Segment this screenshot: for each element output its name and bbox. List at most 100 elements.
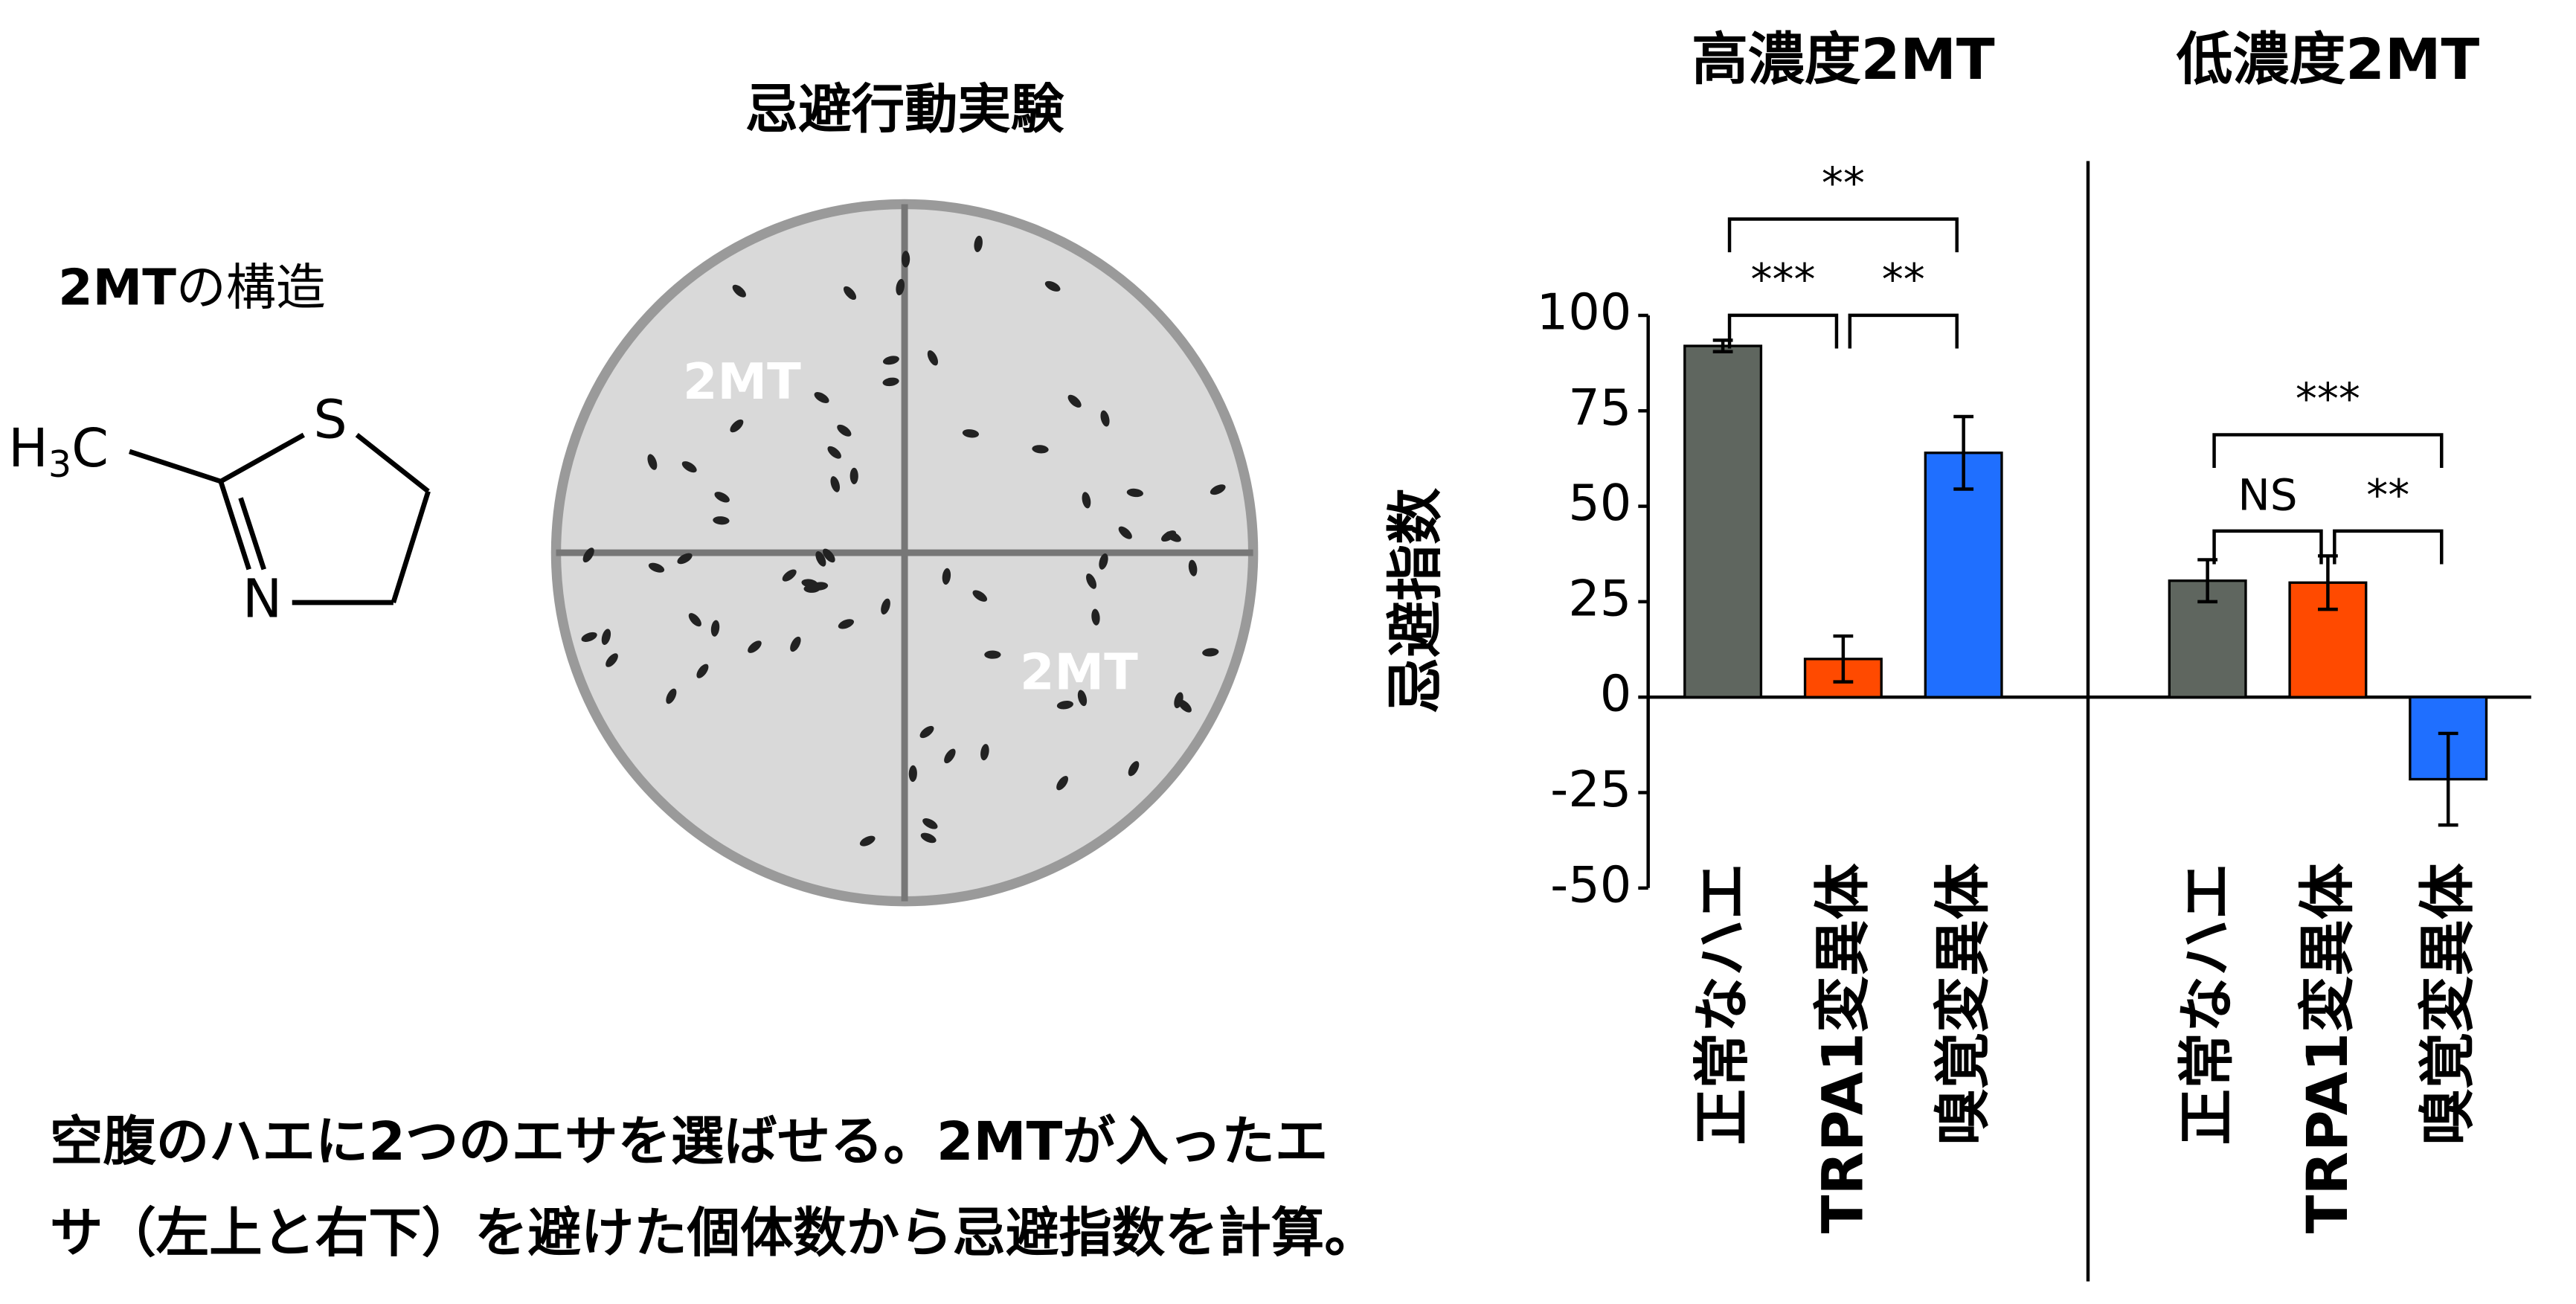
fly <box>1056 700 1073 710</box>
fly <box>980 744 989 761</box>
fly <box>882 377 899 387</box>
category-label: 嗅覚変異体 <box>1930 863 1996 1145</box>
dish-label: 2MT <box>683 353 801 411</box>
panel-title: 高濃度2MT <box>1692 27 1995 92</box>
bar <box>1683 344 1763 698</box>
methyl-sub: 3 <box>48 443 71 486</box>
fly <box>1166 531 1181 542</box>
fly <box>1086 574 1097 589</box>
structure-title-rest: の構造 <box>176 258 326 316</box>
fly <box>944 748 956 764</box>
significance-label: NS <box>2238 469 2297 520</box>
fly <box>1126 488 1143 498</box>
fly <box>837 424 852 437</box>
fly <box>859 835 876 847</box>
fly <box>582 547 594 563</box>
fly <box>972 590 988 602</box>
panel-title: 低濃度2MT <box>2177 27 2480 92</box>
fly <box>601 629 611 646</box>
fly <box>1099 553 1108 570</box>
fly <box>647 454 658 470</box>
bar <box>1924 452 2003 698</box>
experiment-title: 忌避行動実験 <box>745 78 1064 140</box>
fly <box>814 392 829 403</box>
fly <box>922 818 938 829</box>
fly <box>849 467 858 485</box>
nitrogen: N <box>242 568 282 630</box>
significance-bracket <box>2212 529 2323 565</box>
significance-bracket <box>1727 217 1959 253</box>
fly <box>962 429 980 438</box>
fly <box>730 419 744 433</box>
chart: -50-250255075100忌避指数高濃度2MT正常なハエ TRPA1変異体嗅… <box>1383 27 2531 1233</box>
fly <box>823 548 835 563</box>
y-tick-label: 50 <box>1568 474 1631 532</box>
category-label: TRPA1変異体 <box>2295 863 2360 1233</box>
fly <box>830 476 841 492</box>
category-label: 正常なハエ <box>1690 863 1756 1145</box>
fly <box>942 568 951 585</box>
y-tick-label: 75 <box>1568 379 1631 437</box>
fly <box>1044 280 1061 292</box>
fly <box>732 284 746 298</box>
fly <box>1091 608 1100 626</box>
fly <box>1082 492 1091 509</box>
fly <box>902 251 910 268</box>
category-label: TRPA1変異体 <box>1810 863 1875 1233</box>
fly <box>974 235 983 252</box>
fly <box>827 446 841 459</box>
fly <box>908 765 917 783</box>
y-tick-label: -25 <box>1550 760 1631 818</box>
fly <box>606 653 618 667</box>
structure-title: 2MTの構造 <box>58 258 326 316</box>
fly <box>984 650 1001 659</box>
significance-bracket <box>1848 313 1959 349</box>
fly <box>714 492 730 503</box>
fly <box>927 350 939 366</box>
fly <box>844 286 857 301</box>
fly <box>696 664 709 678</box>
fly <box>1100 410 1110 427</box>
significance-label: ** <box>1822 158 1865 208</box>
methyl: H3C <box>8 417 109 485</box>
fly <box>1056 776 1068 791</box>
fly <box>710 620 720 637</box>
fly <box>920 832 937 844</box>
fly <box>815 551 826 567</box>
significance-bracket <box>2212 433 2444 469</box>
fly <box>713 516 730 525</box>
significance-bracket <box>1727 313 1839 349</box>
fly <box>882 356 899 365</box>
fly <box>1202 648 1219 657</box>
fly <box>881 598 890 615</box>
fly <box>681 461 697 473</box>
significance-label: *** <box>2296 373 2360 424</box>
category-label: 嗅覚変異体 <box>2415 863 2481 1145</box>
significance-label: ** <box>1882 254 1925 304</box>
ring-bonds <box>129 432 431 606</box>
category-label: 正常なハエ <box>2174 863 2240 1145</box>
sulfur: S <box>313 389 347 451</box>
fly <box>1077 690 1088 707</box>
fly <box>677 553 693 565</box>
fly <box>919 725 934 739</box>
fly <box>1067 394 1082 408</box>
fly <box>782 569 797 582</box>
fly <box>1178 699 1192 713</box>
fly <box>811 582 829 591</box>
structure-title-bold: 2MT <box>58 258 176 316</box>
caption-line: サ（左上と右下）を避けた個体数から忌避指数を計算。 <box>50 1202 1378 1264</box>
fly <box>1118 526 1132 539</box>
fly <box>838 619 854 629</box>
y-tick-label: 25 <box>1568 569 1631 627</box>
methyl-c: C <box>71 417 109 478</box>
fly <box>1128 761 1140 777</box>
y-tick-label: 100 <box>1537 283 1632 341</box>
flies <box>581 235 1226 847</box>
fly <box>790 636 801 652</box>
fly <box>1188 559 1198 576</box>
significance-bracket <box>2333 529 2444 565</box>
fly <box>666 688 677 704</box>
fly <box>1032 445 1049 454</box>
